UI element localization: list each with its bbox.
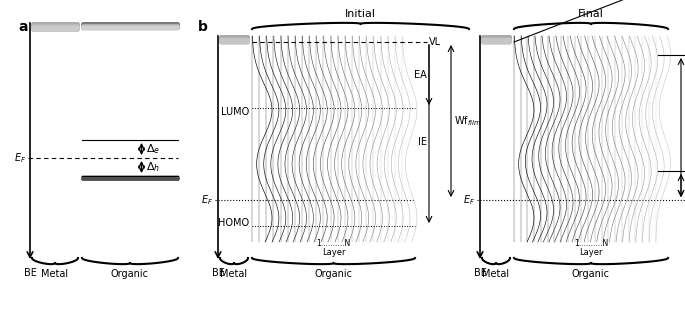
- Text: Wf$_{film}$: Wf$_{film}$: [454, 114, 482, 128]
- Text: 1..........N: 1..........N: [316, 239, 351, 248]
- Text: Final: Final: [578, 9, 604, 19]
- Text: BE: BE: [473, 268, 486, 278]
- Text: a: a: [18, 20, 27, 34]
- Text: VL: VL: [429, 37, 441, 47]
- Text: Organic: Organic: [314, 269, 353, 279]
- Text: $\Delta_h$: $\Delta_h$: [145, 160, 160, 174]
- Text: Layer: Layer: [580, 248, 603, 257]
- Text: 1..........N: 1..........N: [574, 239, 608, 248]
- Text: Organic: Organic: [111, 269, 149, 279]
- Text: BE: BE: [23, 268, 36, 278]
- Text: Metal: Metal: [482, 269, 510, 279]
- Text: Occupied: Occupied: [107, 205, 153, 216]
- Text: b: b: [198, 20, 208, 34]
- Text: LUMO: LUMO: [221, 107, 249, 117]
- Text: $\Delta_e$: $\Delta_e$: [145, 142, 160, 156]
- Text: HOMO: HOMO: [218, 218, 249, 228]
- Text: Layer: Layer: [322, 248, 345, 257]
- Text: Organic: Organic: [572, 269, 610, 279]
- Text: $E_F$: $E_F$: [201, 193, 213, 207]
- Text: $E_F$: $E_F$: [463, 193, 475, 207]
- Text: Unoccupied: Unoccupied: [101, 77, 159, 86]
- Text: EA: EA: [414, 70, 427, 80]
- Text: Metal: Metal: [41, 269, 68, 279]
- Text: BE: BE: [212, 268, 225, 278]
- Text: $E_F$: $E_F$: [14, 151, 26, 165]
- Text: IE: IE: [418, 137, 427, 147]
- Text: Metal: Metal: [221, 269, 247, 279]
- Text: Initial: Initial: [345, 9, 376, 19]
